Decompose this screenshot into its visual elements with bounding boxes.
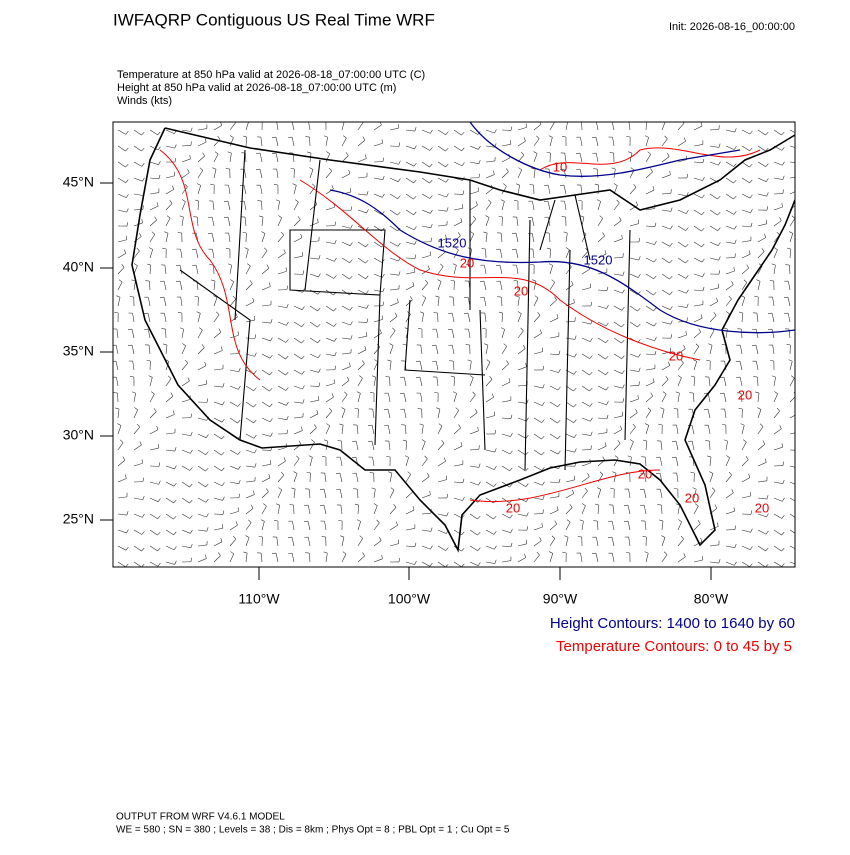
temperature-contour-label: 20 <box>738 387 752 402</box>
temperature-contour-label: 20 <box>460 255 474 270</box>
height-contour-label: 1520 <box>584 252 613 267</box>
lat-label: 30°N <box>63 427 94 443</box>
temperature-contour-label: 20 <box>685 490 699 505</box>
field-line: Temperature at 850 hPa valid at 2026-08-… <box>117 69 425 81</box>
temperature-contour-label: 20 <box>506 500 520 515</box>
temperature-contour-label: 20 <box>755 500 769 515</box>
temperature-contour-label: 20 <box>669 348 683 363</box>
lat-label: 45°N <box>63 174 94 190</box>
title: IWFAQRP Contiguous US Real Time WRF <box>113 10 435 29</box>
field-line: Height at 850 hPa valid at 2026-08-18_07… <box>117 82 396 94</box>
temperature-contour-label: 20 <box>638 466 652 481</box>
footer-model: OUTPUT FROM WRF V4.6.1 MODEL <box>116 812 285 823</box>
temperature-legend: Temperature Contours: 0 to 45 by 5 <box>556 638 792 655</box>
field-line: Winds (kts) <box>117 95 172 107</box>
lat-label: 35°N <box>63 343 94 359</box>
footer-settings: WE = 580 ; SN = 380 ; Levels = 38 ; Dis … <box>116 825 510 836</box>
temperature-contour-label: 10 <box>553 159 567 174</box>
height-contour-label: 1520 <box>438 235 467 250</box>
lat-label: 25°N <box>63 511 94 527</box>
lon-label: 90°W <box>543 591 578 607</box>
lon-label: 100°W <box>388 591 431 607</box>
init-time: Init: 2026-08-16_00:00:00 <box>669 21 795 33</box>
height-legend: Height Contours: 1400 to 1640 by 60 <box>550 615 795 632</box>
lon-label: 80°W <box>694 591 729 607</box>
lon-label: 110°W <box>238 591 280 607</box>
lat-label: 40°N <box>63 259 94 275</box>
temperature-contour-label: 20 <box>514 283 528 298</box>
